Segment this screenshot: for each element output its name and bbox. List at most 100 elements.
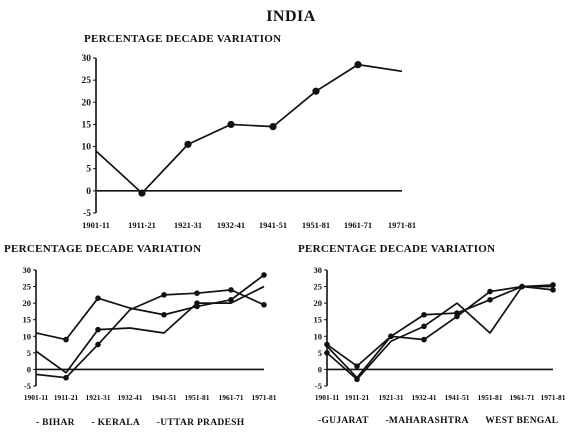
north-data-point [95, 341, 101, 348]
west-y-tick-label: 15 [314, 315, 323, 325]
west-x-tick-label: 1901-11 [315, 393, 340, 402]
west-data-point [421, 323, 427, 330]
west-y-tick-label: -5 [315, 381, 322, 391]
west-y-tick-label: 30 [314, 265, 323, 275]
west-data-point [324, 341, 330, 348]
india-y-tick-label: 0 [86, 187, 91, 197]
west-x-tick-label: 1911-21 [345, 393, 370, 402]
india-x-tick-label: 1951-81 [302, 220, 330, 230]
legend-kerala: - KERALA [91, 418, 141, 428]
india-x-tick-label: 1901-11 [82, 220, 110, 230]
north-x-tick-label: 1932-41 [118, 393, 143, 402]
west-data-point [421, 336, 427, 343]
north-data-point [194, 300, 200, 306]
india-data-point [227, 120, 235, 129]
north-data-point [95, 326, 101, 333]
west-y-tick-label: 10 [314, 331, 323, 341]
north-data-point [63, 374, 69, 381]
north-x-tick-label: 1941-51 [152, 393, 177, 402]
india-data-point [269, 123, 277, 131]
west-data-point [324, 350, 330, 356]
west-series-line-maharashtra [326, 285, 553, 381]
west-series-line-gujarat [326, 284, 554, 367]
west-data-point [421, 311, 427, 318]
legend-uttar-pradesh: -UTTAR PRADESH [156, 418, 245, 428]
legend-maharashtra: -MAHARASHTRA [385, 416, 469, 426]
north-data-point [161, 292, 167, 298]
west-chart-title: PERCENTAGE DECADE VARIATION [298, 243, 496, 255]
india-x-tick-label: 1961-71 [344, 220, 372, 230]
north-x-tick-label: 1911-21 [54, 393, 79, 402]
north-series-line-uttar-pradesh [35, 285, 265, 374]
north-data-point [261, 272, 267, 278]
north-data-point [161, 311, 167, 318]
north-chart-title: PERCENTAGE DECADE VARIATION [4, 243, 202, 255]
west-x-tick-label: 1941-51 [445, 393, 470, 402]
north-y-tick-label: 5 [27, 348, 31, 358]
india-y-tick-label: -5 [83, 209, 91, 219]
north-y-tick-label: -5 [24, 381, 31, 391]
india-x-tick-label: 1911-21 [128, 220, 156, 230]
west-data-point [550, 287, 556, 293]
page-title: INDIA [266, 8, 316, 25]
india-series-line [95, 63, 403, 194]
west-data-point [354, 376, 360, 383]
north-data-point [63, 336, 69, 343]
north-x-tick-label: 1921-31 [86, 393, 111, 402]
west-x-tick-label: 1932-41 [412, 393, 437, 402]
west-x-tick-label: 1971-81 [541, 393, 566, 402]
west-data-point [354, 363, 360, 369]
west-y-tick-label: 20 [314, 298, 323, 308]
north-data-point [261, 302, 267, 308]
west-x-tick-label: 1951-81 [478, 393, 503, 402]
india-x-tick-label: 1941-51 [259, 220, 287, 230]
north-series-line-kerala [35, 289, 265, 379]
north-x-tick-label: 1901-11 [24, 393, 49, 402]
india-y-tick-label: 20 [82, 98, 92, 108]
west-data-point [454, 313, 460, 320]
north-y-tick-label: 15 [23, 315, 32, 325]
legend-bihar: - BIHAR [36, 418, 75, 428]
north-data-point [228, 297, 234, 303]
legend-west-bengal: WEST BENGAL [485, 416, 559, 426]
india-chart-title: PERCENTAGE DECADE VARIATION [84, 33, 282, 45]
west-y-tick-label: 25 [314, 282, 323, 292]
west-series-line-west-bengal [326, 285, 554, 379]
india-y-tick-label: 10 [82, 143, 92, 153]
north-data-point [194, 290, 200, 297]
india-x-tick-label: 1932-41 [217, 220, 245, 230]
legend-gujarat: -GUJARAT [318, 416, 369, 426]
west-data-point [487, 288, 493, 295]
india-data-point [312, 87, 320, 95]
india-data-point [138, 189, 146, 197]
west-x-tick-label: 1961-71 [510, 393, 535, 402]
west-y-tick-label: 0 [318, 364, 322, 374]
west-data-point [388, 333, 394, 340]
north-data-point [228, 287, 234, 293]
india-y-tick-label: 25 [82, 76, 92, 86]
north-series-line-bihar [35, 274, 265, 341]
north-data-point [95, 295, 101, 301]
india-data-point [354, 61, 362, 69]
north-legend: - BIHAR - KERALA -UTTAR PRADESH [36, 418, 258, 428]
west-x-tick-label: 1921-31 [379, 393, 404, 402]
india-data-point [184, 140, 192, 148]
north-y-tick-label: 30 [23, 265, 32, 275]
north-y-tick-label: 10 [23, 331, 32, 341]
north-y-tick-label: 25 [23, 282, 32, 292]
india-y-tick-label: 5 [86, 165, 91, 175]
west-data-point [487, 297, 493, 303]
north-x-tick-label: 1971-81 [252, 393, 277, 402]
india-x-tick-label: 1971-81 [388, 220, 416, 230]
west-data-point [519, 283, 525, 290]
west-y-tick-label: 5 [318, 348, 322, 358]
west-legend: -GUJARAT -MAHARASHTRA WEST BENGAL [318, 416, 572, 426]
india-y-tick-label: 30 [82, 54, 92, 64]
india-y-tick-label: 15 [82, 120, 92, 130]
india-x-tick-label: 1921-31 [174, 220, 202, 230]
north-y-tick-label: 0 [27, 364, 31, 374]
north-x-tick-label: 1961-71 [219, 393, 244, 402]
north-x-tick-label: 1951-81 [185, 393, 210, 402]
north-y-tick-label: 20 [23, 298, 32, 308]
